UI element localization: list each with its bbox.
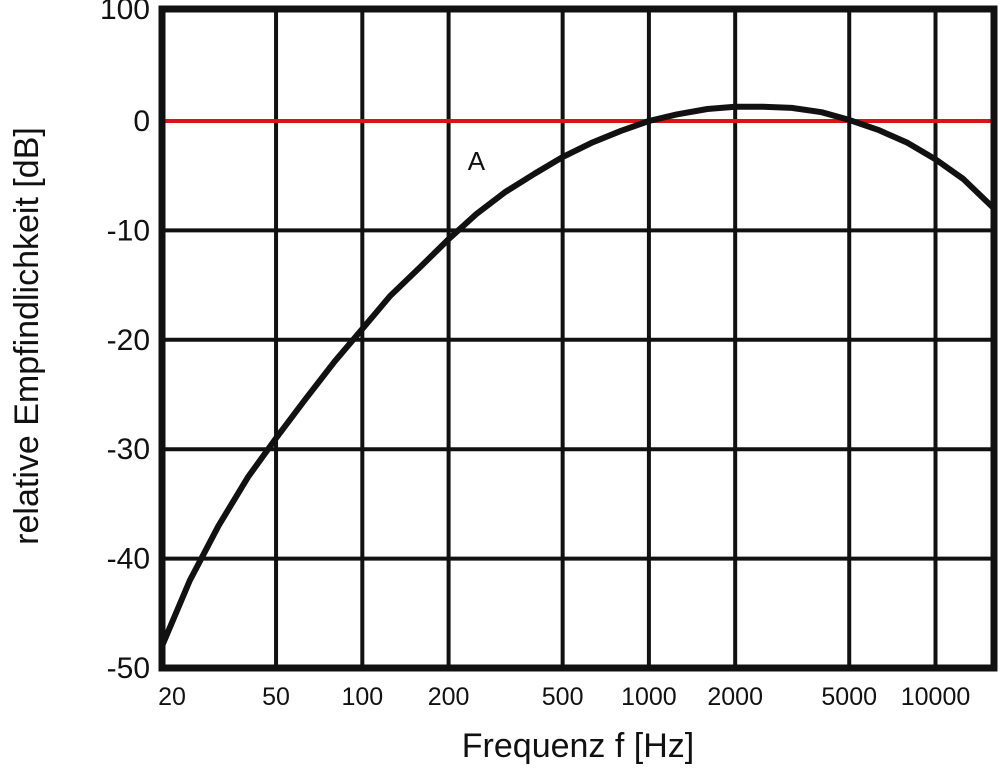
x-tick-label: 2000 xyxy=(707,683,763,711)
grid xyxy=(162,9,994,668)
y-tick-label: -50 xyxy=(107,652,150,685)
y-tick-labels: 100 0 -10 -20 -30 -40 -50 xyxy=(100,0,150,685)
x-tick-label: 5000 xyxy=(821,683,877,711)
x-tick-label: 100 xyxy=(341,683,383,711)
plot-frame xyxy=(158,5,998,672)
y-tick-label: -20 xyxy=(107,324,150,357)
x-tick-label: 500 xyxy=(542,683,584,711)
y-tick-label: 100 xyxy=(100,0,150,26)
x-tick-label: 10000 xyxy=(901,683,971,711)
y-tick-label: -30 xyxy=(107,433,150,466)
x-tick-label: 200 xyxy=(428,683,470,711)
series-group xyxy=(159,103,997,650)
y-tick-label: -10 xyxy=(107,214,150,247)
y-tick-label: 0 xyxy=(133,105,150,138)
x-tick-label: 20 xyxy=(158,683,186,711)
annotations: A xyxy=(468,146,486,176)
x-axis-label: Frequenz f [Hz] xyxy=(462,727,694,765)
series-line-A xyxy=(159,103,997,650)
x-tick-labels: 20 50 100 200 500 1000 2000 5000 10000 xyxy=(158,683,970,711)
x-tick-label: 50 xyxy=(262,683,290,711)
x-tick-label: 1000 xyxy=(621,683,677,711)
y-axis-label: relative Empfindlichkeit [dB] xyxy=(8,127,46,545)
series-label: A xyxy=(468,146,486,176)
y-tick-label: -40 xyxy=(107,543,150,576)
